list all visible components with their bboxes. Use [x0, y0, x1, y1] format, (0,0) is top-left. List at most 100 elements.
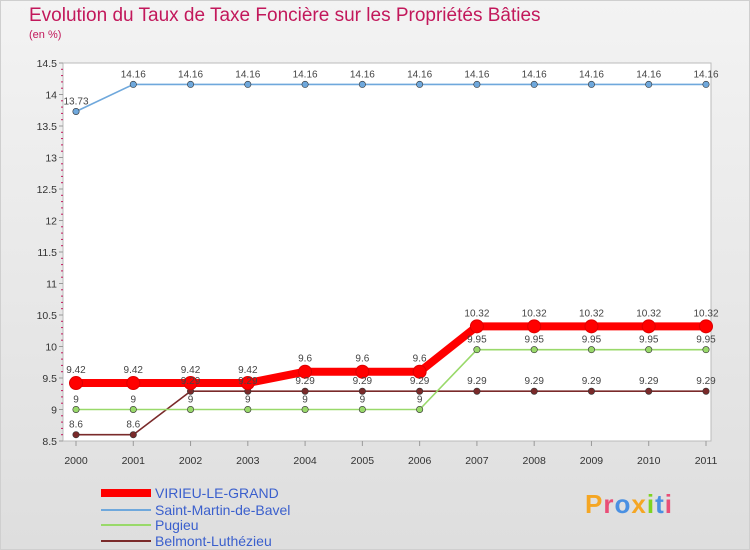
- data-point-1: [587, 80, 595, 88]
- data-label-2: 9: [130, 395, 136, 406]
- data-label-0: 10.32: [636, 308, 661, 319]
- y-tick-label: 9: [51, 405, 57, 417]
- data-point-2: [358, 405, 366, 413]
- data-point-3: [645, 387, 653, 395]
- data-label-2: 9.95: [524, 335, 544, 346]
- data-label-1: 14.16: [522, 69, 547, 80]
- y-tick-label: 10.5: [37, 310, 58, 322]
- data-label-0: 9.42: [238, 365, 258, 376]
- data-point-0: [69, 376, 83, 391]
- series-line-1: [75, 83, 706, 113]
- data-point-3: [72, 431, 80, 439]
- data-point-0: [298, 364, 313, 379]
- data-point-1: [530, 80, 538, 88]
- data-point-2: [530, 346, 538, 354]
- data-point-0: [641, 319, 656, 334]
- data-label-0: 9.6: [298, 354, 312, 365]
- data-label-1: 14.16: [293, 69, 318, 80]
- series-line-0: [76, 322, 706, 388]
- y-tick-label: 13: [45, 153, 57, 165]
- data-label-3: 9.29: [524, 376, 544, 387]
- data-label-3: 9.29: [467, 376, 487, 387]
- data-point-3: [473, 387, 481, 395]
- data-point-2: [473, 346, 481, 354]
- y-tick-label: 14.5: [37, 58, 58, 70]
- data-label-0: 9.42: [124, 365, 144, 376]
- data-label-1: 14.16: [235, 69, 260, 80]
- data-point-1: [645, 80, 653, 88]
- data-point-1: [473, 80, 481, 88]
- data-point-1: [187, 80, 195, 88]
- data-label-3: 8.6: [126, 420, 140, 431]
- data-label-2: 9.95: [467, 335, 487, 346]
- series-line-3: [76, 390, 706, 436]
- data-point-2: [416, 405, 424, 413]
- data-label-1: 14.16: [693, 69, 718, 80]
- y-tick-label: 11.5: [37, 247, 57, 259]
- data-point-2: [645, 346, 653, 354]
- legend-label: Saint-Martin-de-Bavel: [155, 502, 290, 518]
- x-tick-label: 2000: [64, 455, 88, 467]
- data-point-2: [129, 405, 137, 413]
- data-point-3: [358, 387, 366, 395]
- data-label-3: 9.29: [696, 376, 716, 387]
- proxiti-logo: Proxiti: [585, 489, 673, 519]
- data-label-1: 14.16: [636, 69, 661, 80]
- data-point-3: [530, 387, 538, 395]
- data-point-1: [244, 80, 252, 88]
- data-label-2: 9: [302, 395, 308, 406]
- y-tick-label: 14: [45, 90, 57, 102]
- x-tick-label: 2009: [580, 455, 604, 467]
- data-point-0: [412, 364, 427, 379]
- y-tick-label: 10: [45, 342, 57, 354]
- data-label-2: 9.95: [696, 335, 716, 346]
- y-tick-label: 13.5: [37, 121, 58, 133]
- data-point-0: [527, 319, 542, 334]
- data-point-0: [240, 376, 255, 391]
- data-point-1: [416, 80, 424, 88]
- data-label-3: 9.29: [639, 376, 659, 387]
- data-label-2: 9: [73, 395, 79, 406]
- x-tick-label: 2006: [408, 455, 432, 467]
- x-tick-label: 2008: [523, 455, 547, 467]
- data-label-2: 9: [360, 395, 366, 406]
- data-label-2: 9: [417, 395, 423, 406]
- plot-area: [62, 62, 712, 442]
- data-point-0: [126, 376, 141, 391]
- data-point-1: [301, 80, 309, 88]
- data-label-2: 9: [245, 395, 251, 406]
- data-label-3: 9.29: [582, 376, 602, 387]
- data-point-3: [416, 387, 424, 395]
- data-point-0: [584, 319, 599, 334]
- data-label-1: 14.16: [407, 69, 432, 80]
- data-label-3: 9.29: [295, 376, 315, 387]
- data-point-2: [301, 405, 309, 413]
- data-point-2: [702, 346, 710, 354]
- data-point-2: [244, 405, 252, 413]
- data-label-2: 9.95: [582, 335, 602, 346]
- y-tick-label: 9.5: [42, 373, 57, 385]
- data-label-2: 9: [188, 395, 194, 406]
- data-label-3: 8.6: [69, 420, 83, 431]
- data-point-0: [355, 364, 370, 379]
- data-point-3: [301, 387, 309, 395]
- data-point-3: [129, 431, 137, 439]
- data-point-0: [469, 319, 484, 334]
- data-point-1: [129, 80, 137, 88]
- x-tick-label: 2002: [179, 455, 203, 467]
- chart-title: Evolution du Taux de Taxe Foncière sur l…: [29, 5, 541, 26]
- data-point-1: [358, 80, 366, 88]
- data-label-0: 9.6: [355, 354, 369, 365]
- data-label-1: 14.16: [178, 69, 203, 80]
- data-point-1: [702, 80, 710, 88]
- legend-label: Belmont-Luthézieu: [155, 533, 272, 549]
- data-point-0: [183, 376, 198, 391]
- data-point-2: [72, 405, 80, 413]
- data-label-0: 10.32: [693, 308, 718, 319]
- x-tick-label: 2001: [122, 455, 146, 467]
- data-label-0: 9.6: [413, 354, 427, 365]
- x-tick-label: 2007: [465, 455, 489, 467]
- y-tick-label: 12.5: [37, 184, 58, 196]
